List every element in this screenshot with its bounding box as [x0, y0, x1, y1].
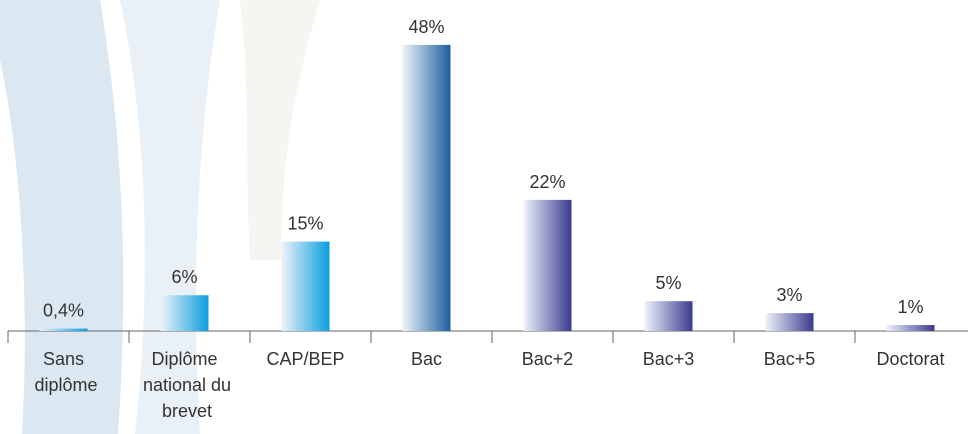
- value-label: 48%: [408, 17, 444, 37]
- x-tick-label: Bac+5: [764, 349, 816, 369]
- value-label: 22%: [529, 172, 565, 192]
- bar: [402, 44, 451, 332]
- bar: [281, 241, 330, 331]
- bar: [765, 313, 814, 331]
- x-tick-label: Bac: [411, 349, 442, 369]
- bar: [160, 295, 209, 331]
- value-label: 0,4%: [43, 301, 84, 321]
- x-tick-label: Diplôme national du brevet: [138, 349, 231, 421]
- x-tick-label: Bac+3: [643, 349, 695, 369]
- value-label: 5%: [655, 273, 681, 293]
- bar: [39, 328, 88, 331]
- value-label: 15%: [287, 214, 323, 234]
- bar: [886, 325, 935, 331]
- bar: [523, 199, 572, 331]
- x-tick-label: CAP/BEP: [266, 349, 344, 369]
- x-tick-label: Bac+2: [522, 349, 574, 369]
- decor-band: [240, 0, 320, 260]
- x-tick-label: Sans diplôme: [29, 349, 97, 395]
- decor-band: [0, 0, 124, 434]
- value-label: 3%: [776, 285, 802, 305]
- x-tick-label: Doctorat: [876, 349, 944, 369]
- bar: [644, 301, 693, 331]
- value-label: 6%: [171, 267, 197, 287]
- value-label: 1%: [897, 297, 923, 317]
